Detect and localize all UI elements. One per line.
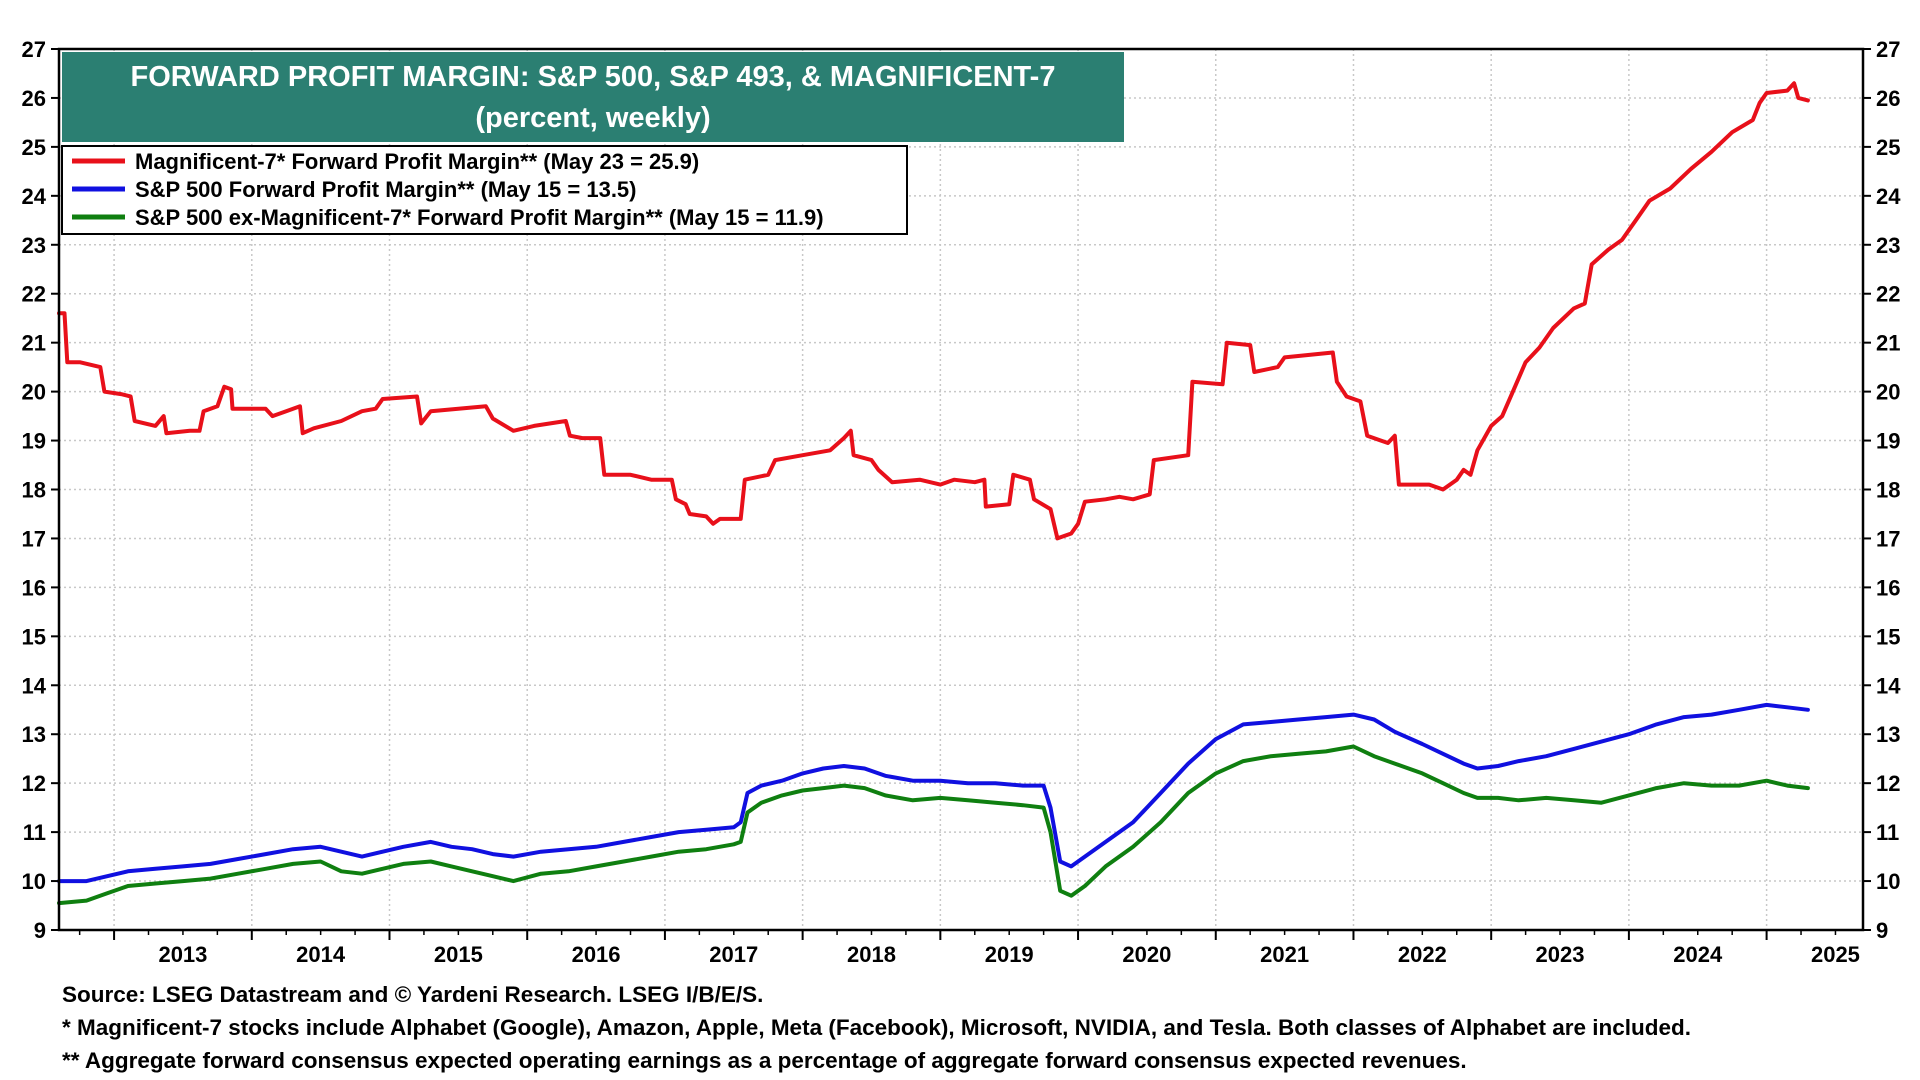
y-tick-label-left: 14 (22, 673, 47, 698)
legend-box (61, 145, 908, 235)
y-tick-label-right: 13 (1876, 722, 1900, 747)
x-tick-label: 2021 (1260, 942, 1309, 967)
series-lines (57, 81, 1810, 906)
y-tick-label-right: 22 (1876, 282, 1900, 307)
y-tick-label-right: 24 (1876, 184, 1901, 209)
axis-ticks: 9 9 10 10 11 11 12 12 13 13 14 14 15 15 16 16 17 17 18 18 19… (22, 37, 1902, 967)
y-tick-label-right: 11 (1876, 820, 1899, 845)
y-tick-label-left: 24 (22, 184, 47, 209)
y-tick-label-left: 16 (22, 575, 46, 600)
y-tick-label-left: 26 (22, 86, 46, 111)
y-tick-label-left: 15 (22, 624, 46, 649)
chart-subtitle: (percent, weekly) (475, 102, 710, 134)
x-tick-label: 2016 (572, 942, 621, 967)
x-tick-label: 2019 (985, 942, 1034, 967)
legend-label-sp493: S&P 500 ex-Magnificent-7* Forward Profit… (135, 205, 824, 230)
x-tick-label: 2014 (296, 942, 346, 967)
footer-source: Source: LSEG Datastream and © Yardeni Re… (62, 982, 764, 1007)
x-tick-label: 2015 (434, 942, 483, 967)
y-tick-label-right: 15 (1876, 624, 1900, 649)
y-tick-label-left: 19 (22, 429, 46, 454)
y-tick-label-right: 14 (1876, 673, 1901, 698)
y-tick-label-right: 16 (1876, 575, 1900, 600)
y-tick-label-right: 10 (1876, 869, 1900, 894)
y-tick-label-right: 25 (1876, 135, 1900, 160)
x-tick-label: 2017 (709, 942, 758, 967)
footer-note-magnificent7: * Magnificent-7 stocks include Alphabet … (62, 1015, 1691, 1040)
y-tick-label-right: 27 (1876, 37, 1900, 62)
y-tick-label-left: 20 (22, 380, 46, 405)
y-tick-label-left: 11 (23, 820, 46, 845)
title-background (62, 52, 1124, 142)
y-tick-label-right: 18 (1876, 478, 1900, 503)
x-tick-label: 2020 (1122, 942, 1171, 967)
y-tick-label-left: 25 (22, 135, 46, 160)
x-tick-label: 2024 (1673, 942, 1723, 967)
y-tick-label-left: 17 (22, 526, 46, 551)
y-tick-label-right: 23 (1876, 233, 1900, 258)
y-tick-label-left: 12 (22, 771, 46, 796)
y-tick-label-right: 17 (1876, 526, 1900, 551)
footer-note-margin-definition: ** Aggregate forward consensus expected … (62, 1048, 1467, 1073)
x-tick-label: 2025 (1811, 942, 1860, 967)
y-tick-label-right: 21 (1876, 331, 1900, 356)
title-box: FORWARD PROFIT MARGIN: S&P 500, S&P 493,… (62, 52, 1124, 142)
x-tick-label: 2013 (158, 942, 207, 967)
legend-label-mag7: Magnificent-7* Forward Profit Margin** (… (135, 149, 699, 174)
y-tick-label-left: 13 (22, 722, 46, 747)
y-tick-label-right: 20 (1876, 380, 1900, 405)
series-line-sp500 (57, 702, 1810, 884)
y-tick-label-left: 9 (34, 918, 46, 943)
chart-title: FORWARD PROFIT MARGIN: S&P 500, S&P 493,… (131, 61, 1056, 93)
y-tick-label-left: 22 (22, 282, 46, 307)
x-tick-label: 2023 (1536, 942, 1585, 967)
y-tick-label-left: 27 (22, 37, 46, 62)
x-tick-label: 2022 (1398, 942, 1447, 967)
x-tick-label: 2018 (847, 942, 896, 967)
y-tick-label-right: 26 (1876, 86, 1900, 111)
y-tick-label-left: 18 (22, 478, 46, 503)
y-tick-label-left: 10 (22, 869, 46, 894)
y-tick-label-right: 12 (1876, 771, 1900, 796)
series-line-magnificent7 (57, 81, 1810, 541)
legend: Magnificent-7* Forward Profit Margin** (… (61, 145, 908, 235)
y-tick-label-right: 19 (1876, 429, 1900, 454)
y-tick-label-left: 23 (22, 233, 46, 258)
series-line-sp500-ex-mag7 (57, 744, 1810, 906)
y-tick-label-left: 21 (22, 331, 46, 356)
y-tick-label-right: 9 (1876, 918, 1888, 943)
legend-label-sp500: S&P 500 Forward Profit Margin** (May 15 … (135, 177, 637, 202)
